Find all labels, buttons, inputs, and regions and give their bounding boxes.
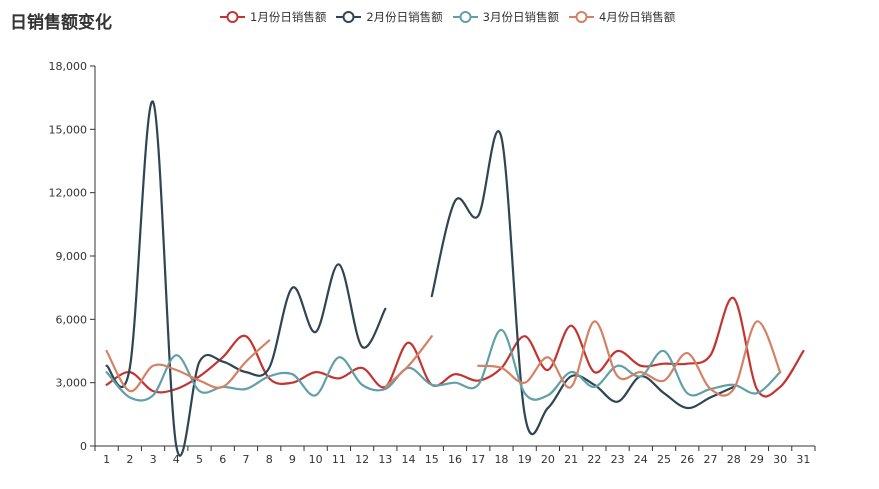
- x-tick-label: 11: [332, 453, 346, 466]
- x-tick-label: 15: [425, 453, 439, 466]
- x-tick-label: 8: [266, 453, 273, 466]
- legend-item-2[interactable]: 2月份日销售额: [336, 9, 443, 25]
- legend-circle-1: [226, 11, 239, 23]
- legend-item-1[interactable]: 1月份日销售额: [220, 9, 326, 25]
- x-tick-label: 6: [219, 453, 226, 466]
- x-tick-label: 24: [634, 453, 648, 466]
- x-tick-label: 27: [703, 453, 717, 466]
- legend-label-1: 1月份日销售额: [250, 10, 327, 24]
- x-tick-label: 20: [541, 453, 555, 466]
- x-tick-label: 4: [173, 453, 180, 466]
- x-tick-label: 22: [587, 453, 601, 466]
- legend-circle-2: [342, 11, 355, 23]
- x-tick-label: 31: [796, 453, 810, 466]
- x-tick-label: 13: [378, 453, 392, 466]
- legend-circle-3: [459, 11, 472, 23]
- legend-marker-2: [336, 11, 362, 23]
- y-tick-label: 3,000: [56, 377, 88, 390]
- x-tick-label: 18: [494, 453, 508, 466]
- x-tick-label: 12: [355, 453, 369, 466]
- x-tick-label: 26: [680, 453, 694, 466]
- x-tick-label: 1: [103, 453, 110, 466]
- x-tick-label: 23: [611, 453, 625, 466]
- x-tick-label: 10: [309, 453, 323, 466]
- legend-item-3[interactable]: 3月份日销售额: [452, 9, 559, 25]
- x-tick-label: 5: [196, 453, 203, 466]
- series-4-line-segment-3: [477, 320, 782, 397]
- series-4-line-segment-2: [384, 335, 433, 388]
- series-2-line-segment-2: [430, 130, 735, 436]
- x-tick-label: 3: [150, 453, 157, 466]
- legend-circle-4: [575, 11, 588, 23]
- chart-title: 日销售额变化: [10, 13, 112, 33]
- x-tick-label: 29: [750, 453, 764, 466]
- x-tick-label: 17: [471, 453, 485, 466]
- series-4-line-segment-1: [105, 339, 271, 393]
- x-tick-label: 30: [773, 453, 787, 466]
- legend-label-4: 4月份日销售额: [598, 10, 676, 24]
- legend-label-3: 3月份日销售额: [482, 10, 559, 24]
- legend-marker-1: [220, 11, 245, 23]
- legend-marker-4: [568, 11, 594, 23]
- x-tick-label: 19: [518, 453, 532, 466]
- legend: 1月份日销售额 2月份日销售额 3月份日销售额 4月份日销售额: [220, 9, 675, 25]
- y-tick-label: 0: [80, 440, 87, 453]
- series-2-line-segment-1: [105, 100, 387, 457]
- y-tick-label: 12,000: [49, 187, 88, 200]
- y-tick-label: 6,000: [56, 313, 88, 326]
- x-tick-label: 7: [242, 453, 249, 466]
- x-tick-label: 21: [564, 453, 578, 466]
- y-tick-label: 9,000: [56, 250, 88, 263]
- legend-item-4[interactable]: 4月份日销售额: [568, 9, 676, 25]
- legend-marker-3: [452, 11, 478, 23]
- y-tick-label: 18,000: [49, 60, 88, 73]
- x-tick-label: 9: [289, 453, 296, 466]
- legend-label-2: 2月份日销售额: [366, 10, 443, 24]
- x-tick-label: 28: [727, 453, 741, 466]
- y-tick-label: 15,000: [49, 123, 88, 136]
- x-tick-label: 2: [126, 453, 133, 466]
- x-tick-label: 25: [657, 453, 671, 466]
- series-1-line-segment-1: [105, 297, 805, 398]
- x-tick-label: 14: [402, 453, 416, 466]
- x-tick-label: 16: [448, 453, 462, 466]
